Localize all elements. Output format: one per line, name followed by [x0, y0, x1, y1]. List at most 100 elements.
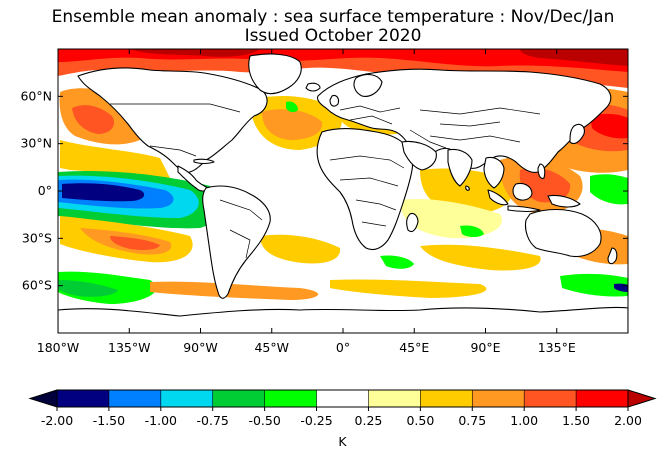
colorbar-tick-label: -1.50: [93, 413, 125, 428]
colorbar-segment: [524, 390, 577, 407]
colorbar-tick-label: 1.50: [562, 413, 590, 428]
border-africa-1: [329, 155, 405, 169]
colorbar-over-arrow: [627, 389, 657, 408]
land-antarctica: [58, 306, 628, 333]
border-south-america-2: [229, 229, 251, 259]
border-south-america-1: [219, 199, 263, 221]
colorbar-tick-label: -2.00: [41, 413, 73, 428]
anomaly-atlantic-north-core: [262, 109, 323, 140]
longitude-axis: 180°W 135°W 90°W 45°W 0° 45°E 90°E 135°E: [37, 49, 576, 355]
land-greenland: [248, 53, 302, 95]
land-arabia: [401, 140, 437, 171]
land-madagascar: [406, 212, 419, 233]
colorbar-segment: [108, 390, 162, 407]
colorbar-segment: [160, 390, 214, 407]
lon-tick-label: 45°E: [399, 340, 429, 355]
land-australia: [524, 208, 602, 258]
colorbar-segment: [576, 390, 629, 407]
lon-tick-label: 90°E: [470, 340, 500, 355]
lon-tick-label: 0°: [336, 340, 350, 355]
latitude-axis: 60°N 30°N 0° 30°S 60°S: [20, 88, 628, 293]
land-masses: [58, 53, 628, 333]
anomaly-southern-ocean-green-scatter: [380, 255, 414, 269]
lat-tick-label: 0°: [38, 183, 52, 198]
lon-tick-label: 135°E: [538, 340, 576, 355]
border-asia-4: [409, 129, 447, 149]
colorbar-tick-label: 0.25: [355, 413, 383, 428]
anomaly-south-atlantic: [260, 234, 341, 264]
colorbar-segment: [472, 390, 525, 407]
land-java: [507, 205, 541, 213]
anomaly-nino-west-green: [590, 174, 628, 205]
anomaly-southern-ocean-warm-band: [150, 281, 319, 300]
land-eurasia: [316, 68, 612, 173]
country-borders: [110, 103, 541, 259]
land-se-asia: [483, 156, 505, 189]
colorbar-segment: [264, 390, 318, 407]
land-new-guinea: [547, 194, 581, 208]
lat-tick-label: 30°N: [20, 136, 52, 151]
anomaly-north-atlantic-green: [286, 101, 298, 113]
land-japan: [569, 123, 585, 145]
land-philippines: [537, 163, 546, 179]
land-sumatra: [487, 189, 509, 206]
border-africa-3: [355, 199, 397, 211]
lon-tick-label: 45°W: [254, 340, 289, 355]
colorbar-tick-label: -1.00: [145, 413, 177, 428]
anomaly-north-pacific-core: [72, 105, 115, 134]
land-iceland: [305, 82, 321, 92]
anomaly-south-indian: [420, 244, 541, 271]
lat-tick-label: 30°S: [22, 230, 52, 245]
land-india: [447, 148, 473, 187]
land-cuba: [193, 158, 215, 165]
anomaly-southern-ocean-warm-band-2: [330, 279, 487, 298]
lon-tick-label: 90°W: [183, 340, 218, 355]
border-asia-2: [429, 135, 521, 143]
anomaly-nw-pacific-hot: [590, 113, 628, 139]
border-us-mexico: [149, 145, 197, 157]
colorbar-frame: [56, 389, 629, 408]
colorbar-tick-label: -0.75: [197, 413, 229, 428]
land-sri-lanka: [465, 185, 470, 191]
anomaly-southern-ocean-green-scatter-2: [460, 225, 484, 237]
map-subtitle: Issued October 2020: [244, 26, 422, 46]
border-asia-3: [439, 121, 501, 127]
colorbar-segment: [57, 390, 110, 407]
map-panel: [58, 49, 628, 333]
lat-tick-label: 60°N: [20, 88, 52, 103]
colorbar-segment: [420, 390, 473, 407]
colorbar-tick-label: 0.75: [458, 413, 486, 428]
lon-tick-label: 180°W: [37, 340, 79, 355]
colorbar: -2.00 -1.50 -1.00 -0.75 -0.50 -0.25 0.25 0.50 0.…: [28, 389, 657, 449]
map-title: Ensemble mean anomaly : sea surface temp…: [51, 7, 615, 27]
colorbar-tick-label: -0.50: [248, 413, 280, 428]
border-europe-2: [349, 115, 393, 125]
anomaly-southern-ocean-green-2: [58, 280, 118, 297]
border-asia-1: [419, 107, 541, 115]
border-europe-1: [339, 105, 401, 113]
colorbar-tick-label: 1.00: [510, 413, 538, 428]
land-borneo: [512, 182, 533, 201]
colorbar-unit-label: K: [338, 434, 347, 449]
colorbar-tick-label: 0.50: [406, 413, 434, 428]
colorbar-segment: [368, 390, 421, 407]
anomaly-nino-cold-core: [62, 183, 145, 202]
land-africa: [316, 128, 414, 251]
land-south-america: [202, 185, 271, 299]
border-africa-4: [361, 221, 387, 227]
anomaly-pacific-subtropics: [60, 140, 170, 178]
lon-tick-label: 135°W: [108, 340, 150, 355]
anomaly-south-pacific-hot: [110, 236, 160, 250]
land-scandinavia: [353, 73, 383, 97]
colorbar-under-arrow: [28, 389, 58, 408]
colorbar-tick-label: -0.25: [300, 413, 332, 428]
land-uk: [329, 94, 340, 107]
anomaly-southern-ocean-east: [560, 273, 628, 297]
colorbar-tick-label: 2.00: [614, 413, 642, 428]
colorbar-segment: [316, 390, 369, 407]
land-new-zealand: [607, 247, 618, 265]
border-africa-2: [339, 177, 399, 187]
border-canada-us: [110, 103, 241, 113]
